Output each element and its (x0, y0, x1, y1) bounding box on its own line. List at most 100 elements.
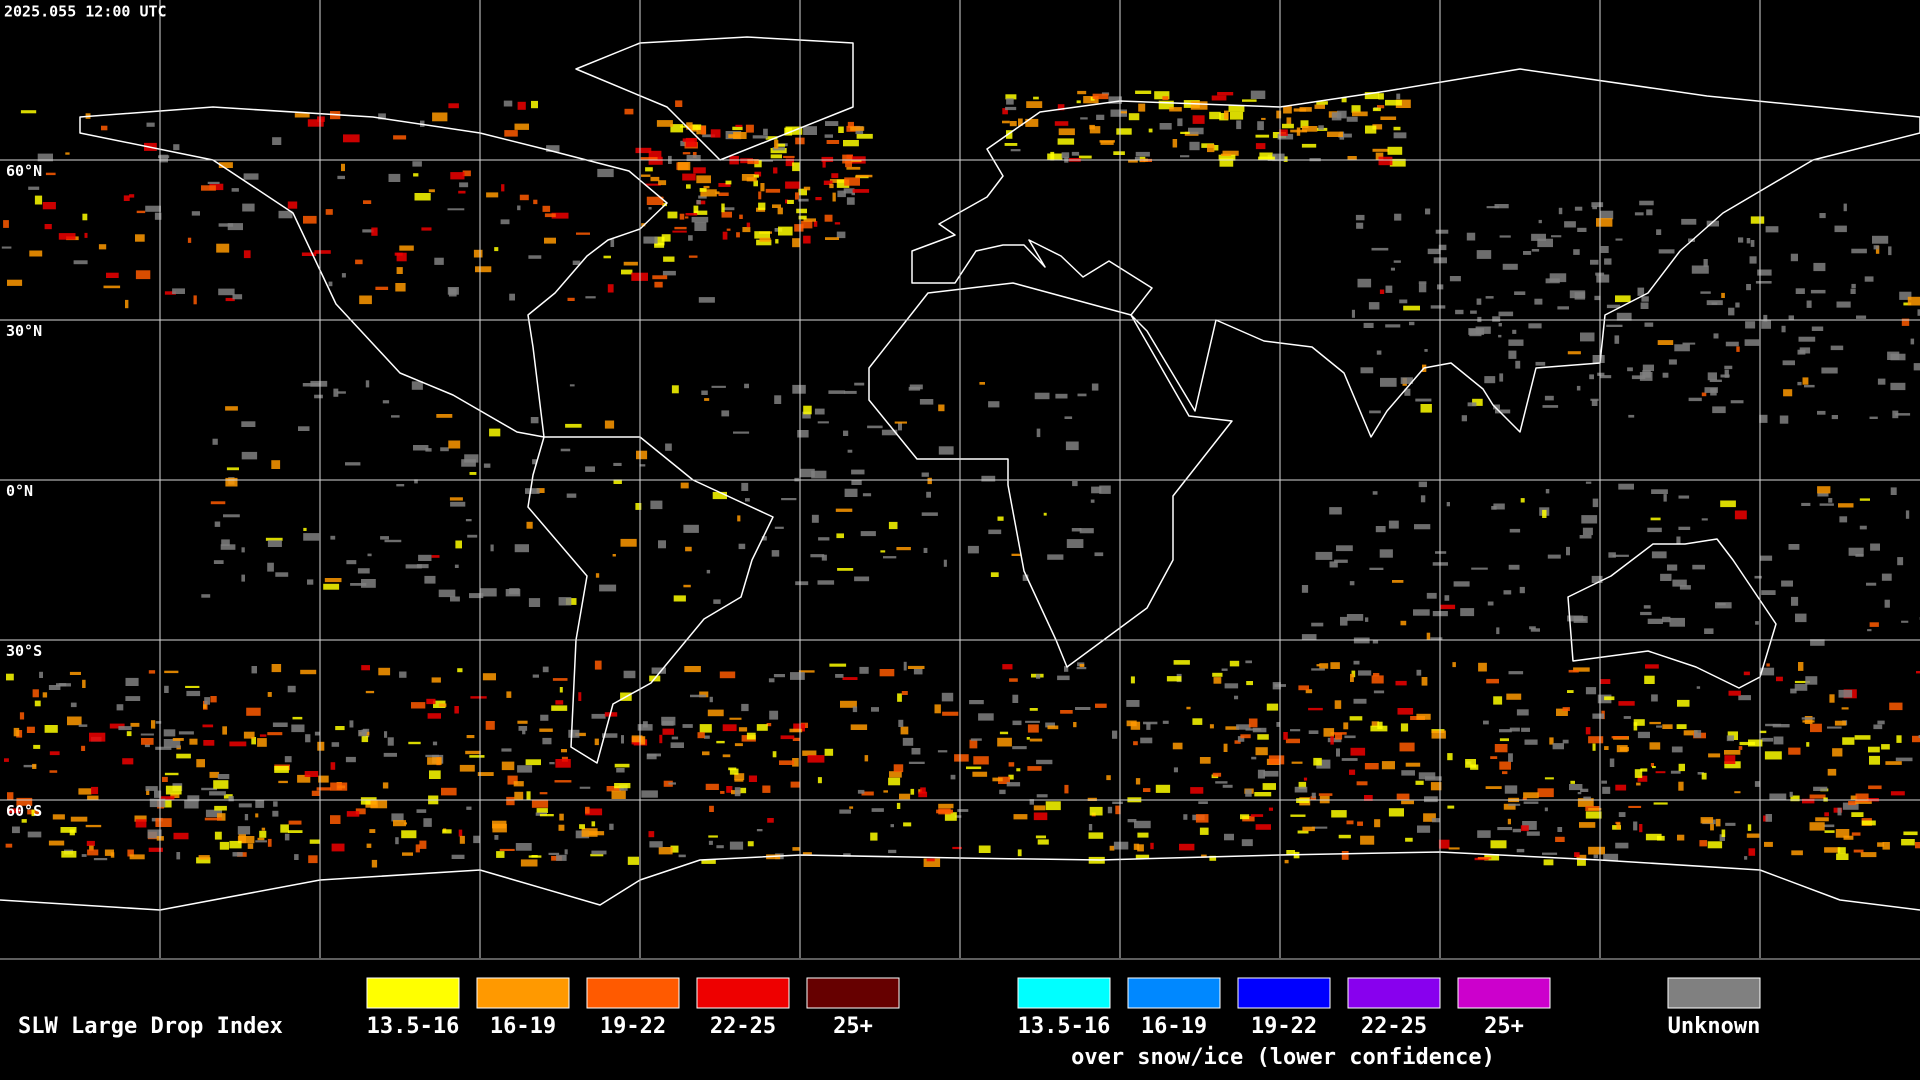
speckle (23, 764, 37, 768)
speckle (1395, 680, 1407, 686)
speckle (27, 831, 42, 838)
speckle (627, 856, 639, 865)
speckle (1754, 575, 1762, 579)
speckle (857, 789, 865, 794)
speckle (790, 781, 800, 788)
speckle (1867, 629, 1872, 632)
speckle (238, 834, 246, 844)
speckle (172, 288, 185, 294)
speckle (60, 827, 77, 833)
speckle (1302, 826, 1315, 832)
speckle (1596, 218, 1613, 227)
graticule: 60°N30°N0°N30°S60°S (0, 0, 1920, 958)
speckle (361, 729, 368, 735)
speckle (1036, 794, 1048, 798)
speckle (883, 790, 888, 793)
speckle (1486, 678, 1499, 684)
speckle (1763, 314, 1768, 322)
speckle (1573, 667, 1590, 672)
speckle (1296, 127, 1301, 136)
speckle (774, 140, 779, 149)
speckle (711, 385, 726, 388)
speckle (682, 724, 693, 728)
speckle (1839, 516, 1848, 523)
speckle (1506, 693, 1522, 700)
speckle (1172, 139, 1178, 148)
speckle (1106, 775, 1111, 781)
speckle (1372, 107, 1381, 112)
speckle (154, 790, 162, 798)
speckle (798, 188, 807, 196)
speckle (700, 189, 717, 197)
speckle (1549, 737, 1554, 745)
speckle (343, 134, 360, 143)
speckle (1749, 256, 1757, 264)
speckle (1828, 498, 1833, 503)
speckle (814, 408, 825, 415)
speckle (1494, 204, 1509, 209)
speckle (1341, 851, 1349, 860)
speckle (1303, 777, 1308, 781)
speckle (767, 818, 774, 823)
speckle (1700, 291, 1711, 294)
speckle (549, 762, 555, 765)
speckle (1699, 840, 1708, 847)
speckle (267, 692, 272, 697)
speckle (1837, 807, 1842, 816)
speckle (556, 854, 567, 861)
speckle (565, 423, 582, 428)
speckle (1033, 812, 1048, 821)
speckle (944, 812, 957, 821)
speckle (1701, 518, 1708, 521)
speckle (1594, 295, 1601, 301)
speckle (1455, 309, 1464, 315)
speckle (69, 671, 81, 675)
speckle (683, 524, 699, 533)
speckle (1604, 258, 1612, 265)
speckle (679, 213, 685, 220)
speckle (314, 731, 320, 736)
speckle (1477, 830, 1491, 838)
speckle (1418, 772, 1436, 780)
speckle (1657, 835, 1665, 841)
speckle (1268, 755, 1285, 765)
speckle (1089, 126, 1101, 134)
speckle (838, 126, 844, 133)
speckle (1658, 249, 1675, 254)
speckle (509, 293, 515, 301)
speckle (272, 722, 288, 727)
speckle (1237, 736, 1245, 742)
speckle (718, 192, 729, 196)
speckle (1881, 744, 1890, 750)
speckle (6, 673, 14, 681)
speckle (1790, 253, 1798, 262)
speckle (803, 218, 816, 222)
speckle (1813, 786, 1828, 791)
speckle (1631, 375, 1646, 380)
speckle (503, 100, 513, 107)
speckle (1706, 300, 1723, 306)
speckle (675, 100, 683, 107)
speckle (851, 159, 862, 163)
speckle (458, 190, 466, 194)
speckle (330, 762, 336, 770)
speckle (1797, 381, 1802, 386)
speckle (125, 696, 141, 701)
legend-swatch (366, 977, 460, 1009)
speckle (162, 800, 172, 808)
speckle (496, 851, 505, 858)
speckle (1552, 743, 1564, 750)
speckle (704, 398, 710, 401)
speckle (703, 185, 710, 189)
speckle (1138, 103, 1146, 112)
speckle (1077, 393, 1087, 397)
speckle (1188, 127, 1204, 135)
speckle (785, 199, 789, 204)
speckle (1647, 527, 1662, 533)
speckle (1393, 126, 1401, 131)
speckle (1344, 735, 1356, 739)
speckle (1781, 580, 1793, 587)
speckle (623, 670, 636, 679)
speckle (1127, 819, 1137, 823)
speckle (780, 735, 795, 740)
